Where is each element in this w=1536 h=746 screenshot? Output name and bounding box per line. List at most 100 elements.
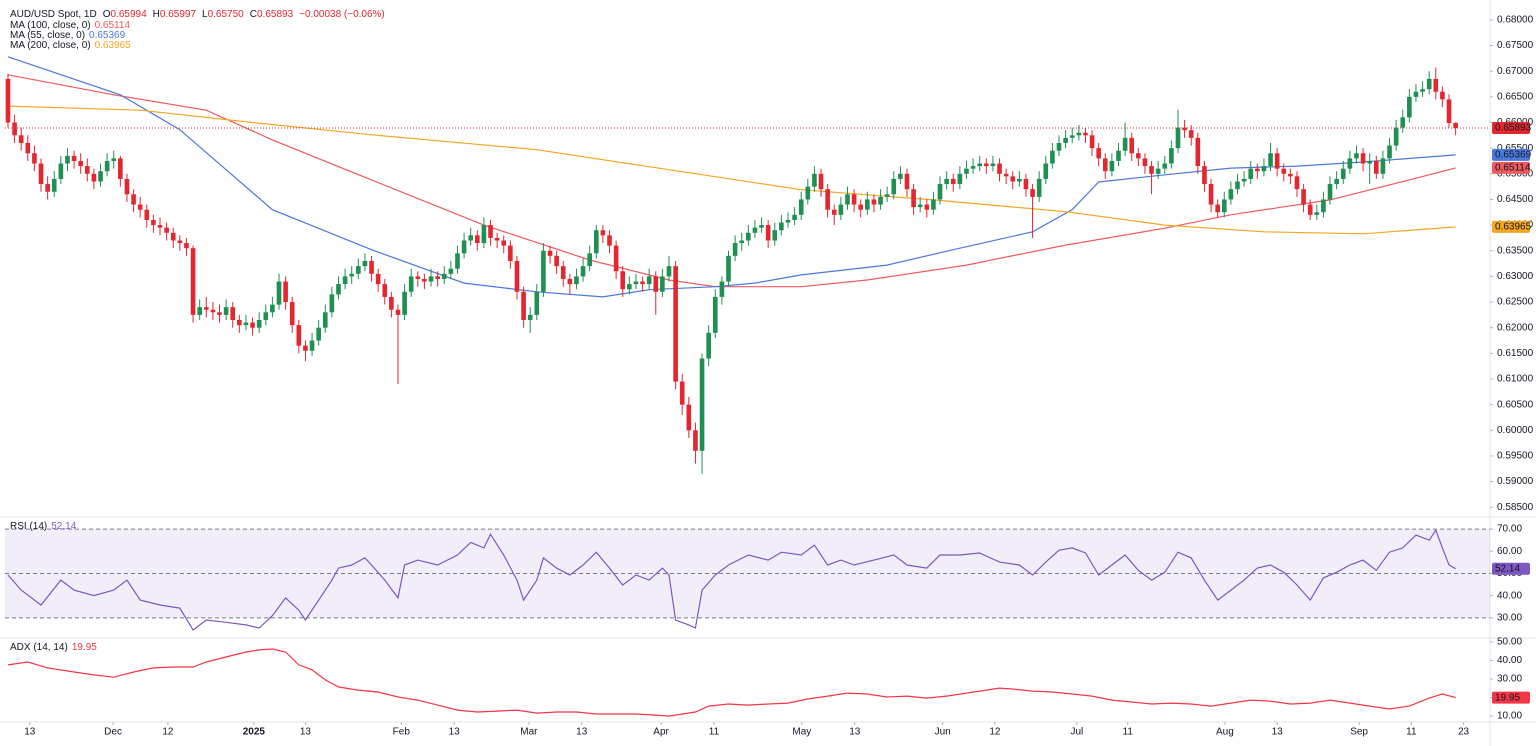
legend-name: MA (100, close, 0)	[10, 20, 91, 31]
x-tick-label: 12	[989, 727, 1001, 738]
candle-body	[217, 312, 222, 315]
candle-body	[1340, 168, 1346, 179]
candle-body	[270, 304, 275, 313]
candle-body	[785, 219, 791, 223]
candle-body	[210, 309, 216, 313]
legend-name: MA (200, close, 0)	[10, 40, 91, 51]
candle-body	[997, 163, 1002, 174]
candle-body	[1155, 168, 1161, 174]
legend-value: 19.95	[72, 642, 97, 653]
candle-body	[1169, 148, 1174, 164]
candle-body	[1294, 176, 1300, 190]
candle-body	[752, 227, 758, 233]
candle-body	[137, 204, 143, 210]
candle-body	[1440, 91, 1445, 100]
candle-body	[805, 186, 811, 200]
series-line	[7, 74, 1456, 288]
candle-body	[230, 307, 236, 320]
candle-body	[924, 204, 930, 210]
candle-body	[600, 230, 606, 236]
y-tick-label: 60.00	[1497, 546, 1522, 557]
candle-body	[798, 199, 804, 215]
candle-body	[818, 173, 824, 190]
candle-body	[878, 196, 883, 205]
candle-body	[1367, 160, 1373, 164]
y-tick-label: 0.67500	[1497, 40, 1534, 51]
y-tick-label: 40.00	[1497, 590, 1522, 601]
series-line	[7, 648, 1456, 717]
candle-body	[12, 122, 17, 136]
candle-body	[1195, 137, 1201, 167]
candle-body	[488, 225, 493, 238]
candle-body	[574, 276, 579, 285]
candle-body	[1334, 178, 1339, 185]
candle-body	[1043, 163, 1049, 179]
candle-body	[1274, 153, 1280, 169]
candle-body	[223, 307, 229, 315]
value-tag	[1492, 562, 1530, 575]
candle-body	[1142, 158, 1148, 167]
header: AUD/USD Spot, 1D O0.65994 H0.65997 L0.65750…	[10, 9, 385, 20]
candle-body	[1413, 91, 1419, 97]
y-tick-label: 50.00	[1497, 637, 1522, 648]
candle-body	[1321, 199, 1326, 213]
candle-body	[5, 78, 11, 123]
legend-item: MA (100, close, 0) 0.65114	[10, 20, 130, 31]
candle-body	[1400, 117, 1406, 128]
candle-body	[474, 235, 480, 244]
x-tick-label: 13	[849, 727, 861, 738]
legend-value: 0.65114	[95, 20, 131, 31]
candle-body	[468, 235, 474, 241]
candle-body	[408, 276, 414, 292]
candle-body	[461, 240, 467, 254]
candle-body	[1017, 178, 1022, 182]
candle-body	[871, 199, 877, 205]
candle-body	[587, 253, 592, 267]
candle-body	[111, 158, 117, 161]
value-tag	[1492, 161, 1530, 174]
candle-body	[1076, 132, 1082, 136]
x-tick-label: 13	[300, 727, 312, 738]
candle-body	[1089, 135, 1095, 149]
candle-body	[1063, 137, 1068, 144]
x-tick-label: 13	[449, 727, 461, 738]
candle-body	[329, 294, 335, 313]
candle-body	[1387, 145, 1392, 159]
candle-body	[1202, 166, 1207, 185]
candle-body	[501, 240, 507, 246]
y-tick-label: 10.00	[1497, 711, 1522, 722]
candle-body	[620, 271, 626, 290]
candle-body	[164, 227, 169, 233]
candle-body	[395, 309, 401, 315]
value-tag	[1492, 121, 1530, 134]
candle-body	[1433, 78, 1439, 92]
candle-body	[765, 225, 771, 241]
candle-body	[593, 230, 599, 254]
legend-value: 52.14	[51, 521, 76, 532]
series-line	[7, 528, 1456, 631]
candle-body	[356, 266, 361, 274]
candle-body	[858, 204, 864, 210]
candle-body	[441, 273, 447, 279]
candle-body	[322, 312, 328, 328]
candle-body	[184, 243, 189, 249]
x-tick-label: Sep	[1350, 727, 1368, 738]
candle-body	[203, 307, 209, 310]
candle-body	[534, 291, 540, 315]
y-tick-label: 0.61000	[1497, 374, 1534, 385]
candle-body	[970, 166, 976, 169]
candle-body	[375, 273, 381, 285]
candle-body	[78, 160, 84, 167]
candle-body	[389, 296, 394, 310]
candle-body	[1056, 143, 1062, 151]
candle-body	[1023, 178, 1029, 190]
candle-body	[1426, 78, 1432, 90]
candle-body	[402, 291, 407, 315]
ohlc-value: 0.65750	[208, 9, 245, 20]
y-tick-label: 0.61500	[1497, 348, 1534, 359]
y-tick-label: 40.00	[1497, 655, 1522, 666]
candle-body	[898, 173, 903, 179]
candle-body	[448, 268, 454, 274]
candle-body	[1175, 127, 1181, 149]
